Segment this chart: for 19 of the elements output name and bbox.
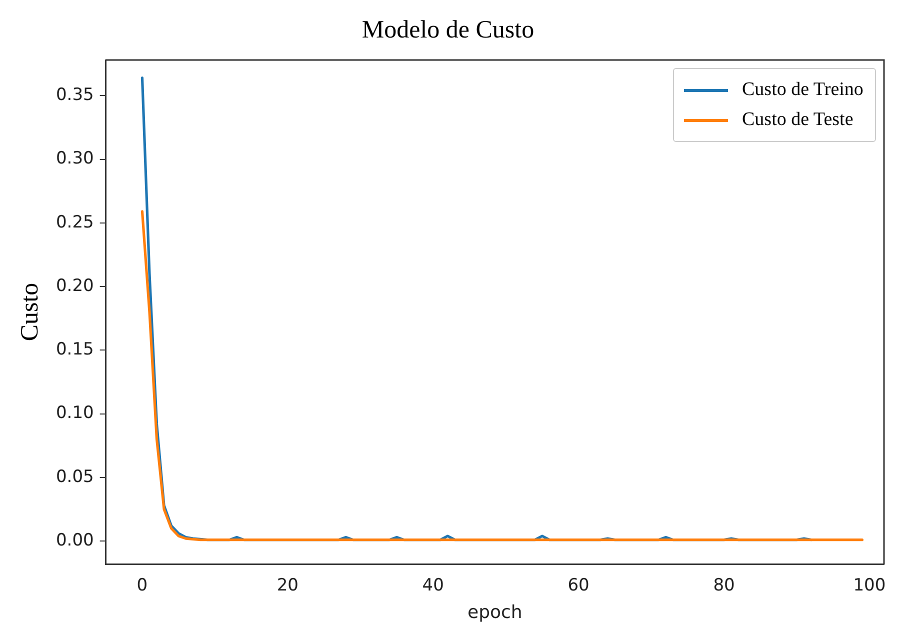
y-tick-label: 0.15 [56, 340, 94, 360]
x-tick-label: 40 [422, 576, 444, 596]
y-tick-label: 0.30 [56, 148, 94, 169]
y-tick-label: 0.05 [56, 466, 94, 487]
y-tick-label: 0.35 [56, 85, 94, 106]
y-axis-title: Custo [16, 282, 44, 342]
x-tick-label: 20 [276, 576, 298, 596]
x-tick-label: 60 [568, 576, 590, 596]
y-tick-label: 0.20 [56, 276, 94, 296]
x-tick-label: 100 [853, 576, 886, 596]
x-tick-label: 80 [713, 576, 735, 596]
legend-label: Custo de Treino [742, 78, 864, 102]
y-tick-label: 0.10 [56, 403, 94, 424]
x-axis-title: epoch [468, 602, 522, 623]
legend-label: Custo de Teste [742, 108, 854, 132]
y-tick-label: 0.25 [56, 212, 94, 232]
x-tick-label: 0 [136, 576, 148, 596]
chart-title: Modelo de Custo [362, 16, 534, 44]
y-tick-label: 0.00 [56, 530, 94, 551]
